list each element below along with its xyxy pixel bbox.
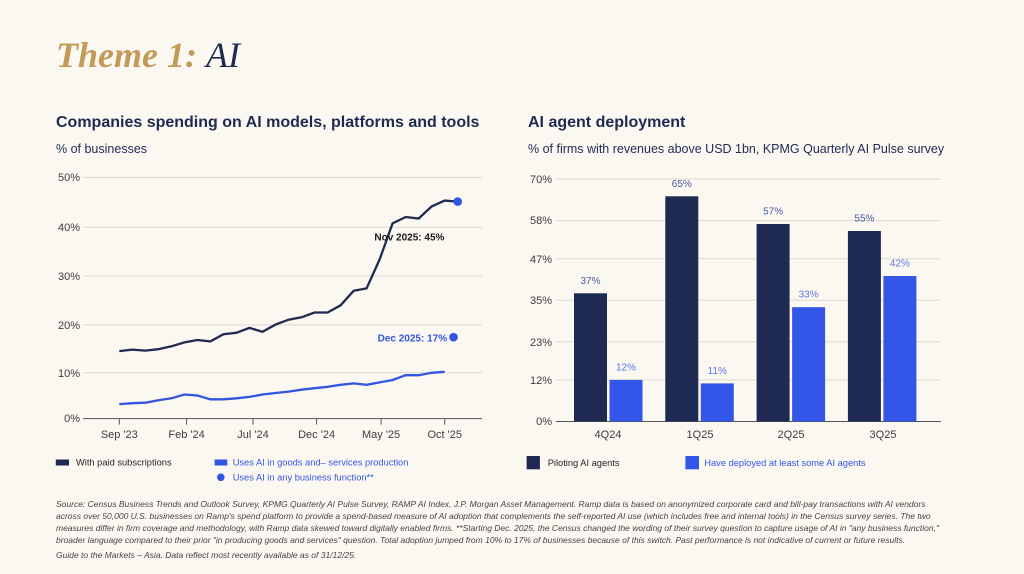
svg-text:May '25: May '25: [362, 429, 400, 441]
svg-text:Dec 2025: 17%: Dec 2025: 17%: [378, 333, 448, 344]
svg-text:Feb '24: Feb '24: [168, 429, 204, 441]
svg-text:20%: 20%: [58, 320, 80, 332]
svg-text:Dec '24: Dec '24: [298, 429, 335, 441]
svg-text:Nov 2025: 45%: Nov 2025: 45%: [374, 232, 444, 243]
svg-text:2Q25: 2Q25: [778, 429, 805, 441]
svg-text:Sep '23: Sep '23: [101, 429, 138, 441]
svg-text:30%: 30%: [58, 271, 80, 283]
svg-text:33%: 33%: [799, 290, 819, 301]
svg-text:Piloting AI agents: Piloting AI agents: [548, 458, 620, 468]
svg-text:58%: 58%: [530, 215, 552, 227]
svg-text:70%: 70%: [530, 174, 552, 186]
svg-text:55%: 55%: [854, 214, 874, 225]
svg-text:40%: 40%: [58, 222, 80, 234]
svg-text:47%: 47%: [530, 254, 552, 266]
svg-text:12%: 12%: [616, 363, 636, 374]
svg-text:37%: 37%: [580, 276, 600, 287]
svg-text:35%: 35%: [530, 295, 552, 307]
svg-text:Have deployed at least some AI: Have deployed at least some AI agents: [704, 458, 866, 468]
svg-text:3Q25: 3Q25: [870, 429, 897, 441]
svg-text:12%: 12%: [530, 375, 552, 387]
svg-text:42%: 42%: [890, 259, 910, 270]
svg-text:10%: 10%: [58, 368, 80, 380]
svg-text:11%: 11%: [708, 366, 727, 377]
svg-text:0%: 0%: [536, 416, 552, 428]
svg-text:Oct '25: Oct '25: [427, 429, 462, 441]
svg-text:4Q24: 4Q24: [595, 429, 622, 441]
svg-text:57%: 57%: [763, 207, 783, 218]
svg-text:1Q25: 1Q25: [687, 429, 714, 441]
svg-text:65%: 65%: [672, 179, 692, 190]
svg-text:50%: 50%: [58, 172, 80, 184]
svg-text:Uses AI in goods and– services: Uses AI in goods and– services productio…: [233, 458, 409, 468]
svg-text:Uses AI in any business functi: Uses AI in any business function**: [233, 473, 374, 483]
svg-text:23%: 23%: [530, 337, 552, 349]
svg-text:With paid subscriptions: With paid subscriptions: [76, 458, 172, 468]
svg-text:0%: 0%: [64, 413, 80, 425]
svg-text:Jul '24: Jul '24: [237, 429, 268, 441]
